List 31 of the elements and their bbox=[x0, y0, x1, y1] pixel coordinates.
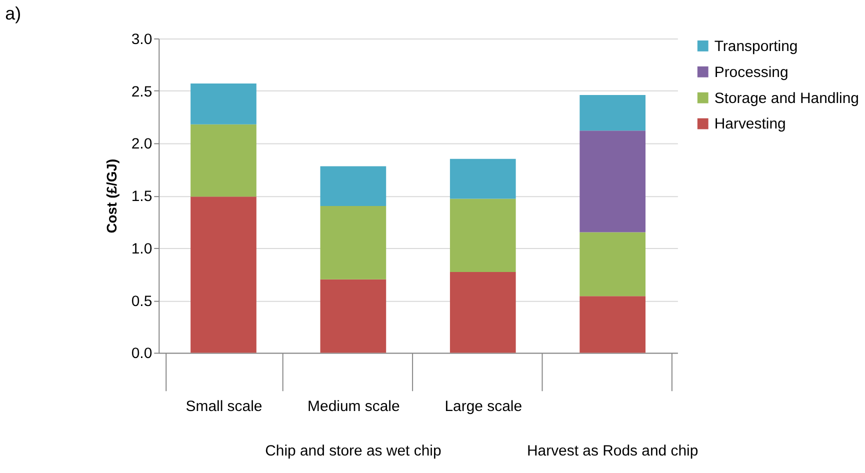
text: Harvest as Rods and chip bbox=[526, 442, 698, 460]
y-tick-label: 2.5 bbox=[131, 83, 152, 100]
bar bbox=[190, 124, 256, 197]
bar bbox=[320, 279, 386, 353]
legend-label: Transporting bbox=[714, 38, 798, 55]
bar bbox=[450, 272, 516, 353]
legend-label: Harvesting bbox=[714, 116, 786, 133]
bar bbox=[320, 206, 386, 280]
x-tick-label: Large scale bbox=[444, 398, 522, 416]
x-tick-label: Medium scale bbox=[308, 398, 400, 416]
legend-label: Processing bbox=[714, 64, 788, 81]
bar bbox=[190, 83, 256, 124]
y-tick-label: 1.0 bbox=[131, 240, 152, 258]
bar bbox=[580, 95, 646, 131]
y-tick-label: 0.0 bbox=[131, 345, 152, 362]
y-tick-label: 3.0 bbox=[131, 30, 152, 48]
text: Chip and store as wet chip bbox=[265, 442, 442, 460]
y-tick-label: 1.5 bbox=[131, 188, 152, 206]
bar bbox=[580, 232, 646, 296]
bar bbox=[580, 130, 646, 232]
y-tick-label: 2.0 bbox=[131, 136, 152, 153]
text: a) bbox=[5, 3, 22, 24]
legend-label: Storage and Handling bbox=[714, 90, 860, 107]
y-tick-label: 0.5 bbox=[131, 292, 152, 310]
y-axis-title: Cost (£/GJ) bbox=[103, 158, 120, 234]
bar bbox=[580, 296, 646, 353]
bar bbox=[450, 158, 516, 199]
bar bbox=[190, 196, 256, 353]
bar bbox=[320, 166, 386, 206]
x-tick-label: Small scale bbox=[186, 398, 262, 416]
bar bbox=[450, 198, 516, 272]
